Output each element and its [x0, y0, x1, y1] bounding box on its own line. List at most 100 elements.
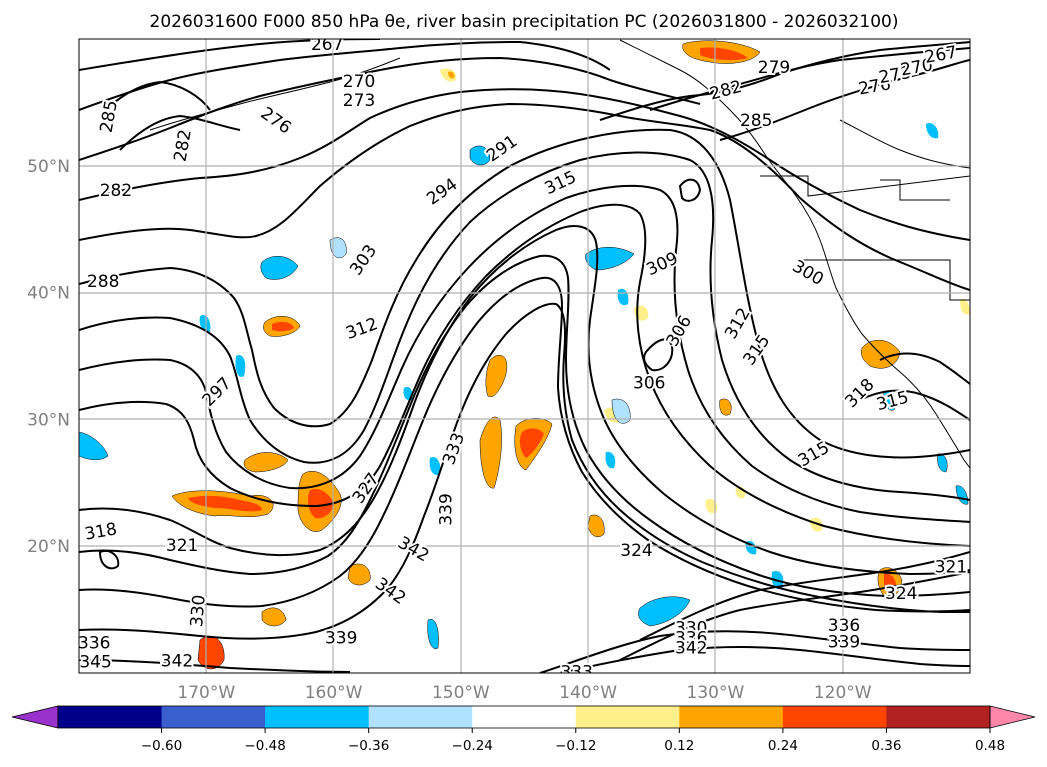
- colorbar-segment: [782, 706, 887, 728]
- contour-line: [79, 102, 970, 291]
- contour-label: 282: [100, 181, 132, 201]
- contour-label: 306: [633, 374, 665, 394]
- coastline: [760, 175, 970, 197]
- contour-label: 279: [758, 58, 790, 78]
- contour-label-group: 336: [673, 626, 709, 650]
- contour-line: [79, 659, 351, 673]
- contour-label-group: 330: [185, 592, 212, 630]
- contour-label-group: 339: [435, 491, 459, 527]
- colorbar-tick-label: 0.48: [975, 738, 1005, 754]
- contour-label: 336: [828, 616, 860, 636]
- colorbar-tick-label: 0.24: [768, 738, 798, 754]
- precip-patch: [700, 47, 748, 61]
- lon-tick-label: 130°W: [687, 683, 745, 703]
- coastline: [149, 57, 401, 131]
- contour-line: [119, 114, 241, 151]
- contour-label-group: 339: [323, 626, 359, 650]
- contour-line: [79, 302, 970, 640]
- contour-line: [619, 571, 970, 661]
- colorbar-tick-label: 0.36: [871, 738, 901, 754]
- coastline: [619, 39, 970, 469]
- contour-line: [79, 225, 970, 576]
- precip-patch: [347, 563, 371, 586]
- contour-label-group: 339: [826, 630, 862, 654]
- colorbar-tick-label: −0.48: [244, 738, 285, 754]
- lon-tick-label: 150°W: [432, 683, 490, 703]
- contour-line: [98, 550, 120, 570]
- theta-e-contours: [79, 39, 970, 673]
- contour-label-group: 282: [98, 179, 134, 203]
- contour-label-group: 321: [933, 555, 969, 579]
- latitude-labels: 50°N 40°N 30°N 20°N: [27, 157, 70, 557]
- contour-label-group: 330: [673, 616, 709, 640]
- contour-label-group: 306: [631, 372, 667, 396]
- colorbar-tick-label: −0.12: [555, 738, 596, 754]
- contour-label: 336: [675, 628, 707, 648]
- contour-label-group: 336: [79, 632, 113, 656]
- precip-patch: [260, 255, 299, 280]
- contour-label-group: 342: [159, 649, 195, 673]
- lat-tick-label: 50°N: [27, 157, 70, 177]
- colorbar-segment: [368, 706, 473, 728]
- precip-patch: [448, 71, 455, 79]
- contour-label: 342: [161, 651, 193, 671]
- colorbar-segment: [161, 706, 266, 728]
- precip-patch: [638, 596, 691, 627]
- contour-label: 330: [187, 594, 210, 628]
- contour-line: [719, 59, 970, 141]
- contour-label-group: 324: [883, 582, 919, 606]
- precip-patch: [719, 398, 732, 416]
- precip-patch: [469, 145, 491, 166]
- contour-line: [79, 40, 611, 111]
- contour-line: [79, 254, 970, 598]
- contour-label: 273: [343, 91, 375, 111]
- lat-tick-label: 40°N: [27, 284, 70, 304]
- precip-patch: [307, 488, 334, 519]
- contour-label: 321: [166, 536, 198, 556]
- precip-patch: [587, 514, 605, 537]
- lon-tick-label: 140°W: [559, 683, 617, 703]
- colorbar-segment: [679, 706, 784, 728]
- contour-line: [678, 178, 702, 202]
- coastline: [839, 119, 970, 169]
- contour-line: [879, 352, 970, 385]
- map-frame: [78, 38, 971, 674]
- contour-label-group: 285: [738, 109, 774, 133]
- lon-tick-label: 160°W: [305, 683, 363, 703]
- colorbar-tick-label: −0.60: [141, 738, 182, 754]
- colorbar-extend-high: [989, 705, 1036, 729]
- colorbar-segment: [886, 706, 991, 728]
- contour-label-group: 342: [673, 637, 709, 661]
- contour-line: [79, 88, 970, 241]
- contour-label: 333: [560, 663, 592, 683]
- precip-patch: [519, 428, 544, 458]
- contour-label-group: 267: [309, 35, 345, 57]
- colorbar-extend-low: [11, 705, 59, 729]
- contour-label: 267: [311, 35, 343, 55]
- precip-patch: [329, 237, 347, 259]
- contour-line: [559, 646, 970, 673]
- precip-patch: [810, 517, 823, 532]
- contour-label-group: 273: [341, 89, 377, 113]
- precip-patch: [611, 398, 631, 424]
- colorbar-segment: [575, 706, 680, 728]
- contour-line: [79, 56, 701, 161]
- figure-title: 2026031600 F000 850 hPa θe, river basin …: [150, 12, 899, 32]
- contour-label-group: 336: [826, 614, 862, 638]
- coastline: [800, 259, 970, 301]
- lon-tick-label: 120°W: [814, 683, 872, 703]
- precip-patch: [243, 452, 289, 473]
- colorbar-tick-label: −0.24: [452, 738, 493, 754]
- contour-line: [859, 389, 970, 421]
- contour-line: [79, 203, 970, 547]
- colorbar-segment: [265, 706, 370, 728]
- contour-label: 342: [675, 639, 707, 659]
- colorbar-segment: [58, 706, 163, 728]
- lat-tick-label: 30°N: [27, 410, 70, 430]
- contour-label-group: 321: [164, 534, 200, 558]
- colorbar: −0.60 −0.48 −0.36 −0.24 −0.12 0.12 0.24 0.36 0.4…: [11, 705, 1036, 754]
- contour-label: 330: [675, 618, 707, 638]
- contour-line: [639, 551, 970, 641]
- precip-patch: [272, 321, 294, 332]
